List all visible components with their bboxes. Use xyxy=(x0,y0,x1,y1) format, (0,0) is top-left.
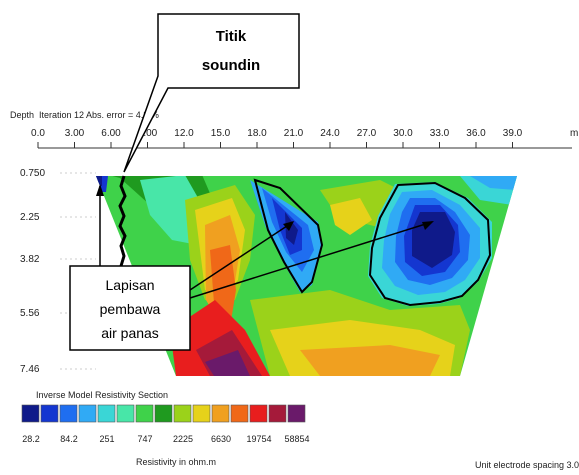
colorbar-swatch xyxy=(268,404,287,423)
layer-callout-line-2: pembawa xyxy=(100,301,161,317)
electrode-spacing-text: Unit electrode spacing 3.00 m. xyxy=(475,460,579,470)
layer-callout-line-1: Lapisan xyxy=(105,277,154,293)
zone-top-right-light xyxy=(470,176,517,190)
sounding-line xyxy=(118,175,127,267)
colorbar-swatch xyxy=(287,404,306,423)
layer-callout-line-3: air panas xyxy=(101,325,159,341)
colorbar-swatch xyxy=(173,404,192,423)
colorbar-swatch xyxy=(97,404,116,423)
y-tick-label: 3.82 xyxy=(20,254,40,265)
resistivity-section xyxy=(96,176,517,376)
colorbar-label: Resistivity in ohm.m xyxy=(136,457,216,467)
x-tick-label: 0.0 xyxy=(31,128,45,139)
colorbar-labels: 28.2 84.2 251 747 2225 6630 19754 58854 xyxy=(22,434,309,444)
x-tick-label: 39.0 xyxy=(503,128,523,139)
colorbar-value-label: 747 xyxy=(137,434,152,444)
y-ticks: 0.750 2.25 3.82 5.56 7.46 xyxy=(20,168,96,375)
x-tick-label: 21.0 xyxy=(284,128,304,139)
colorbar-swatch xyxy=(211,404,230,423)
y-tick-label: 2.25 xyxy=(20,212,40,223)
colorbar-value-label: 2225 xyxy=(173,434,193,444)
zone-top-mid-yellow xyxy=(330,198,372,235)
colorbar-swatch xyxy=(21,404,40,423)
colorbar-value-label: 84.2 xyxy=(60,434,78,444)
x-tick-label: 15.0 xyxy=(211,128,231,139)
colorbar-title: Inverse Model Resistivity Section xyxy=(36,390,168,400)
x-tick-label: 30.0 xyxy=(393,128,413,139)
anomaly-outline-left xyxy=(253,178,324,294)
x-tick-label: 27.0 xyxy=(357,128,377,139)
zone-anomaly-right-deep xyxy=(412,212,455,268)
colorbar-swatch xyxy=(59,404,78,423)
colorbar-value-label: 28.2 xyxy=(22,434,40,444)
x-tick-label: 3.00 xyxy=(65,128,85,139)
x-tick-label: 9.00 xyxy=(138,128,158,139)
y-tick-label: 0.750 xyxy=(20,168,45,179)
colorbar-swatch xyxy=(135,404,154,423)
colorbar xyxy=(21,404,306,423)
y-tick-label: 7.46 xyxy=(20,364,40,375)
x-tick-label: 6.00 xyxy=(101,128,121,139)
colorbar-value-label: 58854 xyxy=(284,434,309,444)
x-tick-label: 18.0 xyxy=(247,128,267,139)
y-tick-label: 5.56 xyxy=(20,308,40,319)
x-ticks: 0.0 3.00 6.00 9.00 12.0 15.0 18.0 21.0 24.0 27.0 3… xyxy=(31,128,523,148)
sounding-callout-text-2: soundin xyxy=(202,57,260,74)
zone-top-left-deep xyxy=(96,176,102,186)
iteration-text: Iteration 12 Abs. error = 4.8 % xyxy=(39,110,159,120)
colorbar-swatch xyxy=(78,404,97,423)
colorbar-swatch xyxy=(249,404,268,423)
colorbar-swatch xyxy=(192,404,211,423)
anomaly-outline-right xyxy=(368,181,492,307)
colorbar-swatch xyxy=(230,404,249,423)
colorbar-value-label: 6630 xyxy=(211,434,231,444)
x-tick-label: 24.0 xyxy=(320,128,340,139)
x-tick-label: 36.0 xyxy=(466,128,486,139)
colorbar-swatch xyxy=(40,404,59,423)
sounding-callout: Titik soundin xyxy=(123,13,300,173)
x-tick-label: 12.0 xyxy=(174,128,194,139)
x-tick-label: 33.0 xyxy=(430,128,450,139)
sounding-callout-text-1: Titik xyxy=(216,28,247,45)
depth-label: Depth xyxy=(10,110,34,120)
colorbar-value-label: 19754 xyxy=(246,434,271,444)
zone-anomaly-left-deep xyxy=(285,212,298,245)
colorbar-swatch xyxy=(116,404,135,423)
layer-callout: Lapisan pembawa air panas xyxy=(69,184,434,351)
zone-purple xyxy=(205,350,250,376)
colorbar-swatch xyxy=(154,404,173,423)
colorbar-value-label: 251 xyxy=(99,434,114,444)
zone-bottom-orange xyxy=(300,345,440,376)
x-unit-label: m xyxy=(570,128,578,139)
